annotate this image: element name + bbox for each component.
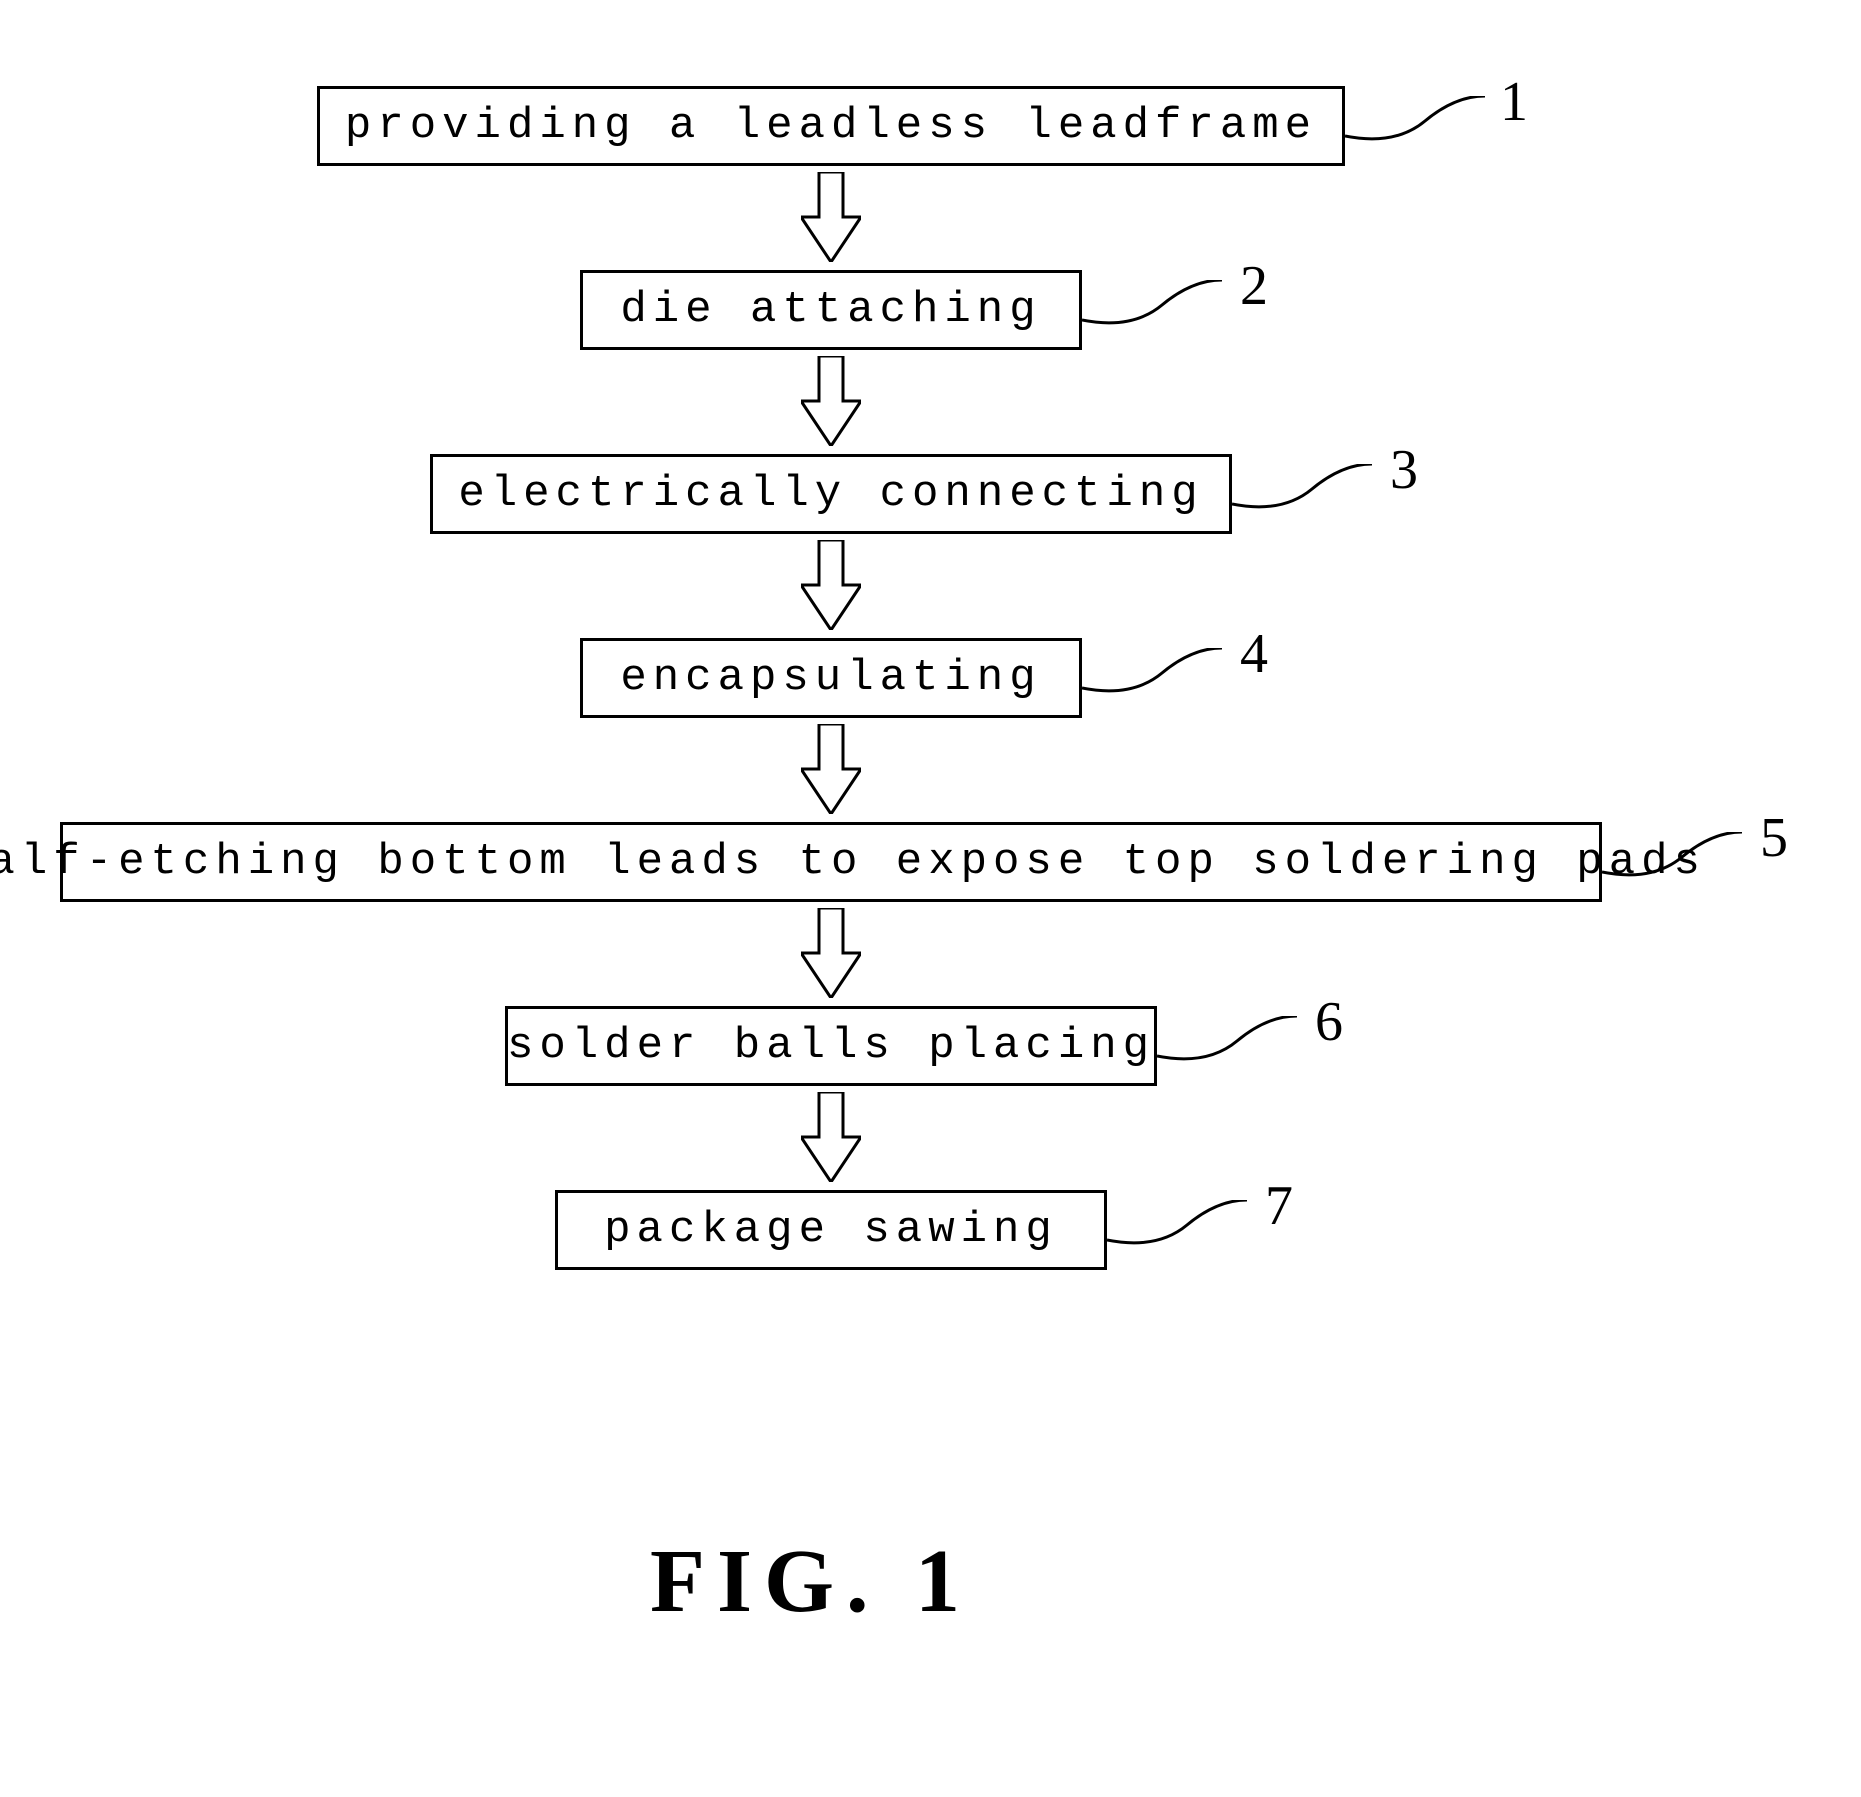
step-text-5: half-etching bottom leads to expose top … [0,837,1706,887]
callout-1 [1345,96,1485,161]
callout-num-4: 4 [1240,622,1268,686]
callout-num-2: 2 [1240,254,1268,318]
step-box-5: half-etching bottom leads to expose top … [60,822,1602,902]
figure-label: FIG. 1 [650,1530,972,1633]
step-text-2: die attaching [620,285,1041,335]
callout-num-7: 7 [1265,1174,1293,1238]
step-box-3: electrically connecting [430,454,1232,534]
callout-num-3: 3 [1390,438,1418,502]
callout-num-1: 1 [1500,70,1528,134]
arrow-6 [801,1092,861,1182]
arrow-1 [801,172,861,262]
step-box-2: die attaching [580,270,1082,350]
callout-num-5: 5 [1760,806,1788,870]
step-text-1: providing a leadless leadframe [345,101,1317,151]
arrow-5 [801,908,861,998]
step-box-4: encapsulating [580,638,1082,718]
callout-4 [1082,648,1222,713]
flowchart-canvas: providing a leadless leadframe die attac… [0,0,1861,1797]
callout-5 [1602,832,1742,897]
step-text-6: solder balls placing [507,1021,1155,1071]
callout-6 [1157,1016,1297,1081]
arrow-2 [801,356,861,446]
step-text-3: electrically connecting [458,469,1203,519]
step-box-1: providing a leadless leadframe [317,86,1345,166]
arrow-4 [801,724,861,814]
callout-num-6: 6 [1315,990,1343,1054]
arrow-3 [801,540,861,630]
step-text-4: encapsulating [620,653,1041,703]
step-box-6: solder balls placing [505,1006,1157,1086]
step-box-7: package sawing [555,1190,1107,1270]
callout-3 [1232,464,1372,529]
callout-7 [1107,1200,1247,1265]
callout-2 [1082,280,1222,345]
step-text-7: package sawing [604,1205,1058,1255]
